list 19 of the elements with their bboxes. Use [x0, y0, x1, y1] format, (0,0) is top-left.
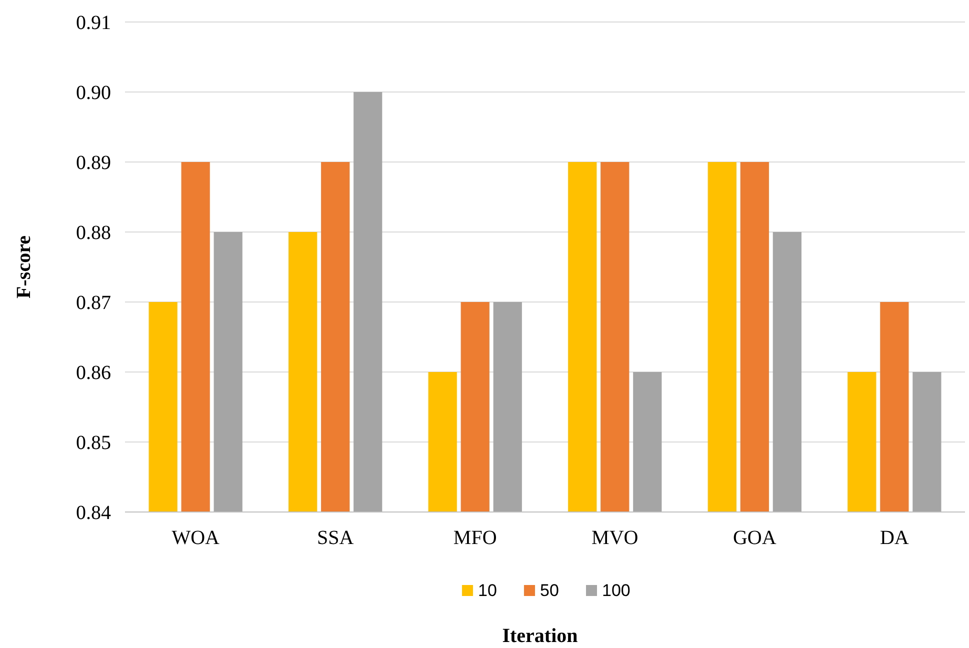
y-tick-label: 0.89	[76, 152, 111, 174]
y-axis-title: F-score	[13, 235, 35, 298]
legend-label: 100	[602, 581, 630, 600]
y-tick-label: 0.85	[76, 432, 111, 454]
x-tick-label: WOA	[172, 527, 220, 549]
x-tick-label: MFO	[453, 527, 497, 549]
y-tick-label: 0.87	[76, 292, 111, 314]
y-tick-label: 0.91	[76, 12, 111, 34]
y-tick-label: 0.86	[76, 362, 111, 384]
x-tick-label: DA	[880, 527, 910, 549]
y-tick-label: 0.84	[76, 502, 111, 524]
x-axis-title: Iteration	[502, 625, 578, 647]
legend-label: 10	[478, 581, 497, 600]
y-tick-label: 0.90	[76, 82, 111, 104]
y-tick-label: 0.88	[76, 222, 111, 244]
x-tick-label: MVO	[592, 527, 638, 549]
legend-label: 50	[540, 581, 559, 600]
x-tick-label: GOA	[732, 527, 777, 549]
x-tick-label: SSA	[317, 527, 354, 549]
